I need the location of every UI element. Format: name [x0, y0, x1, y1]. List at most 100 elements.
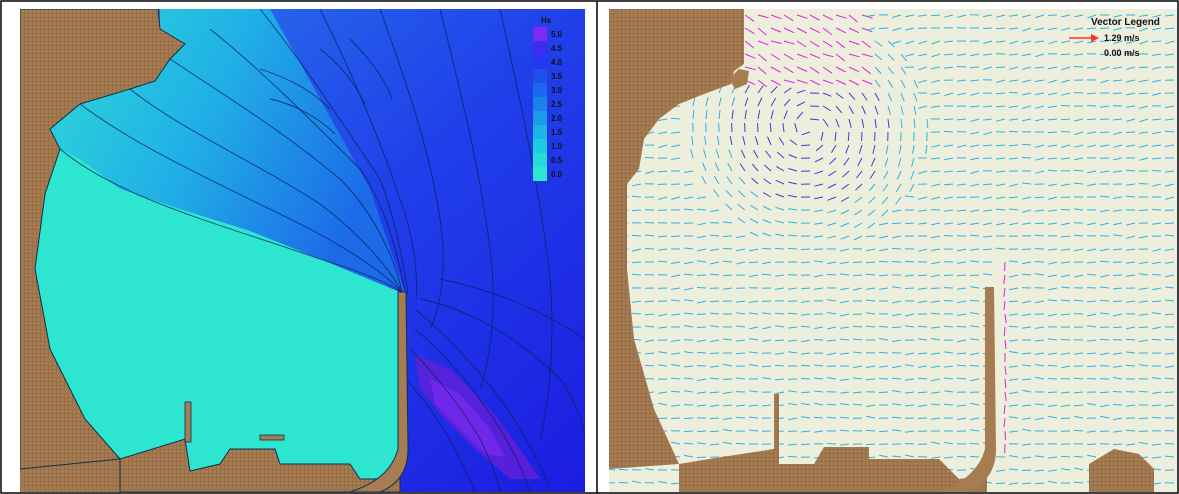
current-vector	[865, 443, 876, 446]
current-vector	[705, 97, 709, 107]
current-vector	[657, 417, 668, 420]
current-vector	[931, 352, 941, 355]
vector-legend-max: 1.29 m/s	[1104, 33, 1140, 43]
current-vector	[970, 325, 980, 328]
current-vector	[1035, 455, 1045, 458]
current-vector	[751, 163, 759, 172]
current-vector	[1113, 352, 1123, 355]
hs-legend-title: Hs	[541, 16, 552, 25]
current-vector	[1035, 144, 1045, 148]
current-vector	[1113, 14, 1123, 18]
current-vector	[1086, 352, 1097, 355]
current-vector	[1100, 222, 1110, 226]
current-vector	[1048, 274, 1058, 278]
current-vector	[757, 66, 767, 75]
current-vector	[788, 351, 798, 354]
contour-lines	[59, 9, 585, 492]
current-vector	[1035, 273, 1045, 276]
current-vector	[840, 248, 850, 252]
current-vector	[684, 377, 694, 380]
current-vector	[684, 325, 694, 328]
current-vector	[697, 300, 707, 304]
current-vector	[1087, 313, 1097, 317]
current-vector	[697, 391, 707, 394]
current-vector	[1139, 287, 1149, 290]
current-vector	[1152, 144, 1162, 147]
current-vector	[881, 209, 889, 217]
current-vector	[1138, 66, 1149, 69]
current-vector	[713, 176, 720, 185]
current-vector	[970, 248, 980, 251]
hs-legend-label: 3.0	[551, 86, 563, 95]
current-vector	[1165, 105, 1175, 109]
current-vector	[822, 40, 833, 48]
current-vector	[710, 325, 720, 328]
current-vector	[1099, 53, 1110, 56]
current-vector	[1061, 286, 1071, 289]
current-vector	[887, 92, 893, 102]
current-vector	[1035, 364, 1045, 367]
current-vector	[749, 390, 759, 393]
current-vector	[736, 325, 746, 328]
current-vector	[905, 195, 915, 198]
current-vector	[1113, 53, 1123, 56]
current-vector	[1009, 260, 1019, 263]
current-vector	[750, 204, 759, 211]
current-vector	[913, 92, 918, 102]
current-vector	[671, 339, 681, 342]
current-vector	[684, 351, 694, 354]
current-vector	[1087, 261, 1097, 264]
current-vector	[944, 170, 954, 173]
current-vector	[1087, 454, 1097, 458]
current-vector	[710, 209, 720, 213]
current-vector	[1048, 313, 1058, 317]
current-vector	[969, 66, 980, 69]
current-vector	[956, 170, 967, 173]
current-vector	[827, 261, 837, 265]
current-vector	[709, 352, 720, 354]
current-vector	[1139, 441, 1149, 445]
current-vector	[1100, 274, 1110, 278]
current-vector	[835, 53, 846, 62]
current-vector	[1009, 208, 1019, 211]
current-vector	[1151, 404, 1162, 407]
current-vector	[1125, 429, 1136, 432]
current-vector	[1061, 92, 1071, 96]
current-vector	[788, 194, 798, 198]
wave-height-map-panel: Hs 5.0 4.5 4.0 3.5 3.0 2.5 2.0 1.5 1.0 0.5 0.0	[20, 9, 585, 492]
current-vector	[866, 404, 876, 408]
hs-legend-swatch	[533, 139, 547, 153]
current-vector	[1087, 339, 1097, 342]
current-vector	[826, 273, 837, 276]
current-vector	[644, 221, 655, 224]
current-vector	[957, 261, 967, 264]
current-vector	[1100, 66, 1110, 71]
current-vector	[996, 469, 1006, 472]
current-vector	[749, 338, 759, 341]
current-vector	[1165, 170, 1175, 173]
current-vector	[1086, 273, 1097, 276]
current-vector	[1035, 403, 1045, 406]
current-vector	[828, 170, 837, 177]
current-vector	[957, 92, 967, 96]
current-vector	[801, 339, 811, 343]
current-vector	[1139, 157, 1149, 161]
current-vector	[1126, 404, 1136, 407]
current-vector	[645, 234, 655, 237]
current-vector	[1112, 326, 1123, 329]
current-vector	[1113, 222, 1123, 226]
current-vector	[885, 144, 889, 154]
current-vector	[1113, 365, 1123, 368]
current-vector	[983, 222, 993, 226]
current-vector	[969, 234, 980, 237]
current-vector	[1061, 27, 1071, 31]
current-vector	[1139, 313, 1149, 316]
current-vector	[827, 222, 837, 226]
hs-legend-swatch	[533, 153, 547, 167]
current-vector	[671, 313, 681, 316]
current-vector	[905, 325, 915, 328]
hs-legend-label: 0.5	[551, 156, 563, 165]
current-vector	[691, 136, 694, 146]
current-vector	[970, 378, 980, 382]
current-vector	[1022, 417, 1032, 420]
